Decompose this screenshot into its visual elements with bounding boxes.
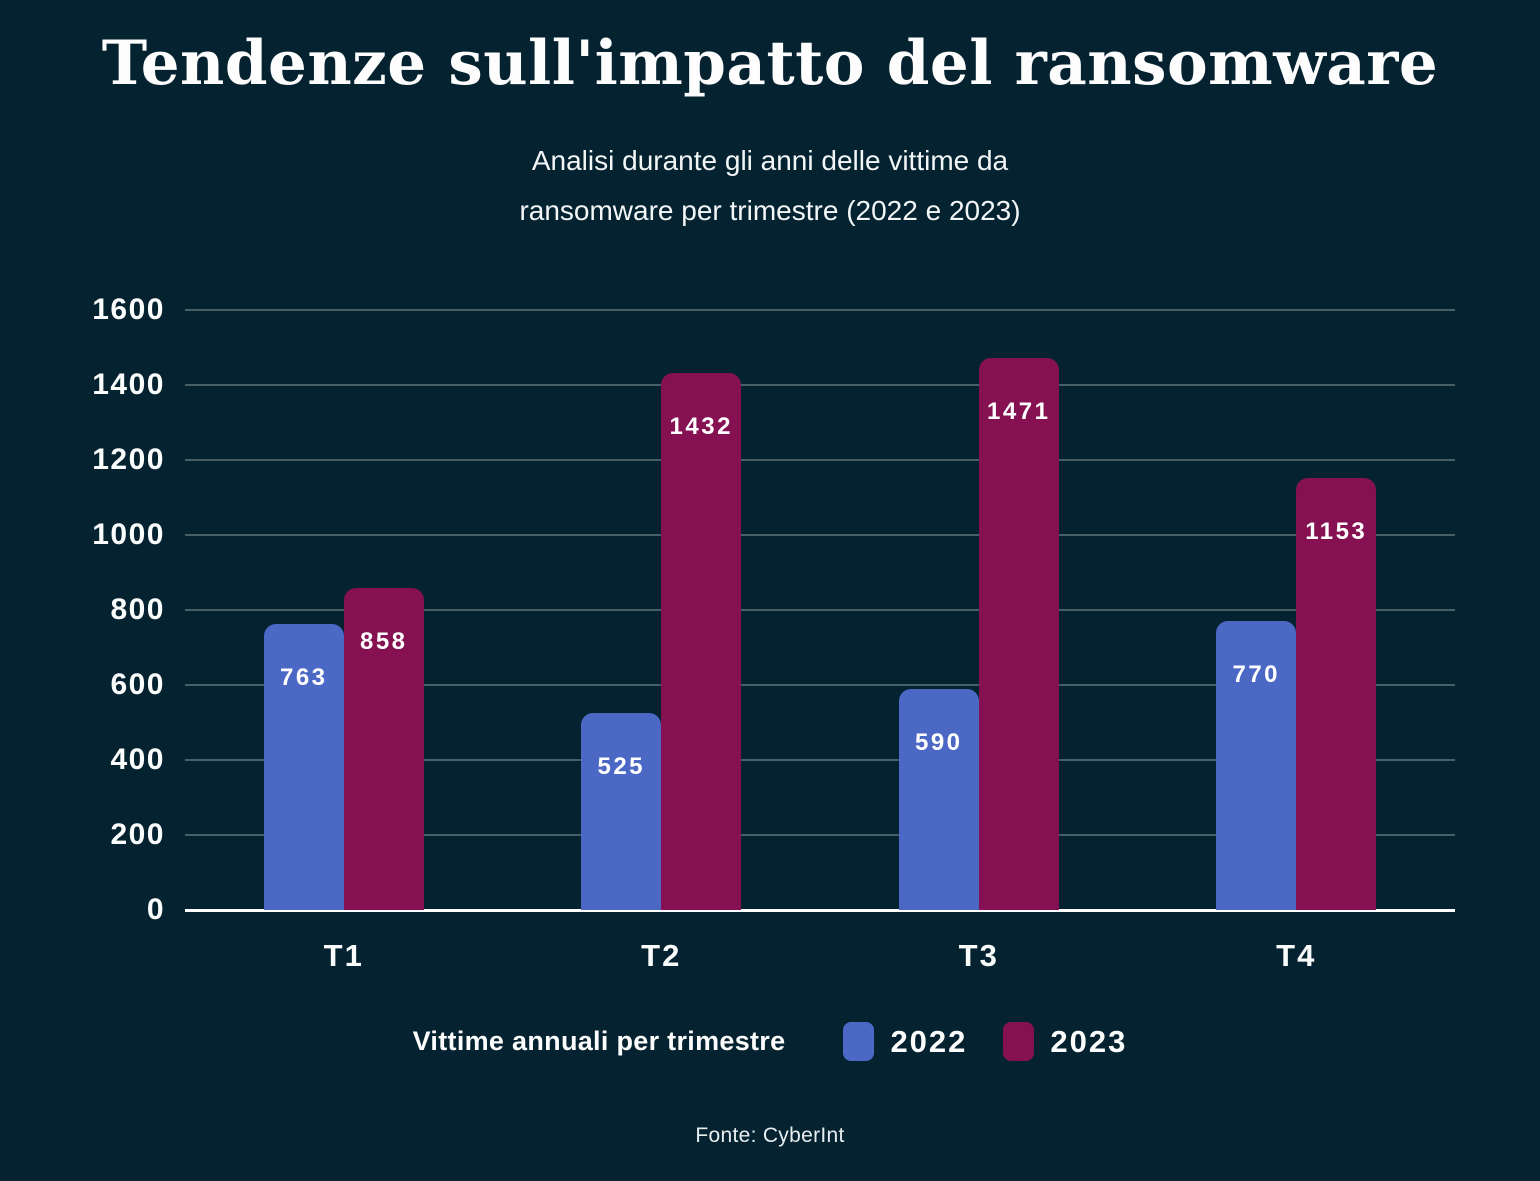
source-note: Fonte: CyberInt (695, 1124, 845, 1147)
legend-swatch-2023-icon (1003, 1022, 1035, 1061)
bar-2022-T2: 525 (581, 713, 662, 910)
x-tick-label-T1: T1 (323, 938, 364, 973)
gridline-600 (185, 684, 1455, 686)
y-tick-label-800: 800 (110, 593, 165, 626)
x-axis: T1 T2 T3 T4 (185, 938, 1455, 983)
legend-title: Vittime annuali per trimestre (412, 1026, 786, 1056)
y-tick-label-1000: 1000 (92, 518, 165, 551)
bar-2022-T1: 763 (263, 623, 344, 910)
bar-2023-T3: 1471 (978, 358, 1059, 910)
plot-area: 763 858 525 1432 590 1471 770 1153 (185, 309, 1455, 912)
legend-label-2022: 2022 (890, 1023, 968, 1059)
x-axis-line (185, 909, 1455, 912)
gridline-400 (185, 759, 1455, 761)
bar-value-2022-T4: 770 (1232, 661, 1281, 689)
legend-item-2023: 2023 (1003, 1022, 1127, 1061)
bar-value-2023-T3: 1471 (987, 398, 1051, 426)
gridline-1400 (185, 384, 1455, 386)
bar-value-2023-T2: 1432 (669, 413, 733, 440)
y-tick-label-400: 400 (110, 743, 165, 776)
bar-value-2023-T1: 858 (359, 628, 408, 656)
bar-2022-T4: 770 (1216, 621, 1297, 910)
legend: Vittime annuali per trimestre 2022 2023 (0, 1022, 1540, 1061)
page-title: Tendenze sull'impatto del ransomware (101, 28, 1439, 99)
bar-value-2022-T3: 590 (914, 728, 963, 756)
bar-value-2023-T4: 1153 (1305, 517, 1368, 545)
legend-label-2023: 2023 (1050, 1023, 1128, 1059)
subtitle-line-2: ransomware per trimestre (2022 e 2023) (519, 195, 1021, 226)
x-tick-label-T3: T3 (958, 938, 999, 973)
bar-value-2022-T1: 763 (279, 663, 328, 691)
y-tick-label-1400: 1400 (92, 368, 165, 401)
bar-2023-T4: 1153 (1296, 477, 1377, 910)
y-tick-label-0: 0 (146, 893, 165, 926)
bar-2022-T3: 590 (898, 688, 979, 910)
gridline-800 (185, 609, 1455, 611)
chart-subtitle: Analisi durante gli anni delle vittime d… (0, 136, 1540, 236)
bar-2023-T1: 858 (343, 588, 424, 910)
gridline-200 (185, 834, 1455, 836)
gridline-1200 (185, 459, 1455, 461)
gridline-1000 (185, 534, 1455, 536)
gridline-1600 (185, 309, 1455, 311)
y-tick-label-1600: 1600 (92, 293, 165, 326)
subtitle-line-1: Analisi durante gli anni delle vittime d… (531, 145, 1009, 176)
legend-swatch-2022-icon (843, 1022, 875, 1061)
x-tick-label-T2: T2 (641, 938, 682, 973)
bar-value-2022-T2: 525 (597, 753, 646, 781)
y-tick-label-600: 600 (110, 668, 165, 701)
y-tick-label-200: 200 (110, 818, 165, 851)
x-tick-label-T4: T4 (1276, 938, 1317, 973)
y-axis: 1600 1400 1200 1000 800 600 400 200 0 (40, 293, 165, 926)
bar-2023-T2: 1432 (661, 373, 742, 910)
y-tick-label-1200: 1200 (92, 443, 165, 476)
legend-item-2022: 2022 (843, 1022, 967, 1061)
